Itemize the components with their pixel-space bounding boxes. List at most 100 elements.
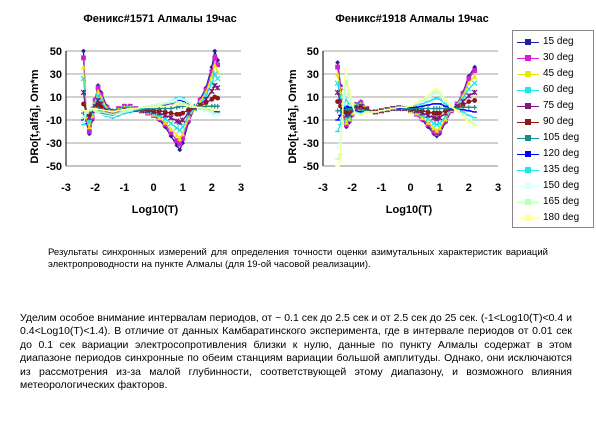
- data-point: [116, 112, 121, 114]
- data-point: [209, 107, 215, 110]
- data-point: [116, 114, 121, 117]
- data-point: [425, 106, 431, 111]
- data-point: [209, 88, 215, 95]
- data-point-stroke-b: [179, 124, 186, 130]
- data-point: [177, 136, 183, 141]
- data-point: [471, 89, 478, 96]
- data-point: [338, 123, 343, 126]
- data-point: [434, 90, 440, 92]
- data-point: [151, 106, 156, 109]
- data-point-stroke-b: [471, 80, 478, 87]
- data-point: [413, 106, 419, 109]
- data-point: [448, 106, 454, 109]
- series-line-180-deg: [337, 69, 476, 167]
- y-tick-label: 50: [307, 46, 319, 58]
- data-point: [384, 108, 390, 111]
- data-point: [413, 102, 419, 104]
- data-point: [472, 121, 478, 123]
- data-point-stroke-b: [95, 93, 101, 99]
- data-point: [180, 140, 186, 146]
- series-line-15-deg: [336, 62, 476, 137]
- data-point: [180, 136, 186, 141]
- data-point: [338, 103, 343, 109]
- data-point: [472, 68, 478, 73]
- data-point: [460, 115, 466, 118]
- data-point: [180, 110, 186, 116]
- data-point: [431, 120, 437, 127]
- data-point: [168, 106, 174, 111]
- data-point: [443, 105, 448, 107]
- data-point: [133, 107, 139, 110]
- data-point: [335, 64, 340, 70]
- data-point: [116, 113, 121, 115]
- legend-marker: [525, 167, 531, 173]
- data-point: [472, 98, 478, 103]
- data-point: [390, 107, 396, 110]
- data-point: [358, 113, 364, 115]
- legend-item: 150 deg: [517, 179, 593, 193]
- data-point: [419, 99, 425, 102]
- legend-marker: [525, 119, 531, 125]
- legend-label: 45 deg: [543, 68, 574, 79]
- data-point: [466, 120, 472, 122]
- chart-title: Феникс#1918 Алмалы 19час: [335, 13, 488, 25]
- data-point: [174, 98, 180, 100]
- data-point: [334, 80, 341, 87]
- data-point: [215, 108, 221, 111]
- data-point: [335, 158, 340, 160]
- data-point: [334, 89, 341, 96]
- data-point: [215, 103, 221, 109]
- data-point: [95, 108, 101, 111]
- data-point: [168, 104, 174, 106]
- charts-area: Феникс#1571 Алмалы 19час503010-10-30-50-…: [29, 13, 501, 216]
- data-point: [211, 71, 218, 77]
- legend-label: 90 deg: [543, 116, 574, 127]
- legend-marker: [525, 55, 531, 61]
- data-point: [174, 100, 180, 103]
- data-point: [215, 62, 221, 68]
- legend-item: 60 deg: [517, 83, 593, 97]
- data-point: [186, 107, 191, 113]
- data-point: [425, 119, 431, 125]
- data-point-stroke-b: [168, 120, 174, 127]
- data-point: [168, 126, 174, 132]
- data-point: [133, 108, 139, 111]
- data-point: [168, 130, 174, 136]
- data-point: [434, 97, 440, 99]
- x-tick-label: 2: [466, 182, 472, 194]
- data-point: [81, 49, 86, 54]
- data-point: [466, 80, 472, 86]
- legend-item: 75 deg: [517, 99, 593, 113]
- body-paragraph: Уделим особое внимание интервалам период…: [20, 312, 572, 392]
- data-point: [180, 98, 186, 100]
- data-point: [186, 103, 191, 105]
- y-tick-label: -30: [303, 138, 319, 150]
- data-point: [81, 121, 86, 123]
- data-point: [413, 104, 419, 106]
- data-point-stroke-b: [86, 119, 93, 126]
- data-point: [127, 107, 133, 110]
- data-point: [84, 110, 89, 112]
- data-point: [419, 98, 425, 100]
- data-point: [92, 110, 98, 112]
- data-point: [203, 108, 209, 111]
- data-point: [466, 110, 472, 112]
- data-point: [443, 99, 448, 102]
- data-point: [425, 109, 431, 115]
- data-point: [177, 100, 183, 103]
- y-tick-label: 10: [307, 92, 319, 104]
- data-point: [212, 108, 218, 111]
- data-point: [343, 105, 349, 107]
- y-tick-label: 30: [50, 69, 62, 81]
- data-point: [174, 132, 180, 138]
- data-point: [396, 106, 402, 109]
- y-tick-label: -50: [46, 161, 62, 173]
- data-point: [466, 76, 472, 81]
- data-point: [127, 108, 133, 111]
- legend-label: 60 deg: [543, 84, 574, 95]
- x-tick-label: 1: [437, 182, 443, 194]
- data-point: [95, 88, 101, 94]
- data-point: [466, 86, 472, 92]
- data-point: [92, 108, 98, 111]
- data-point: [121, 111, 127, 113]
